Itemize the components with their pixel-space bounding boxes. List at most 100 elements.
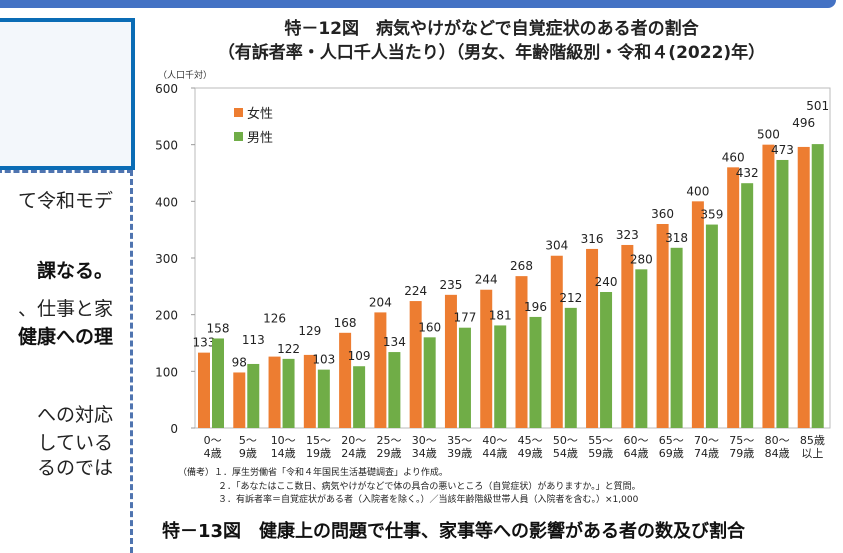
bar-male (600, 292, 613, 428)
bar-female (515, 276, 528, 428)
bar-female (339, 332, 352, 428)
x-tick-label: 79歳 (729, 447, 754, 460)
x-tick-label: 5～ (239, 434, 257, 447)
bar-male (247, 363, 260, 428)
highlight-box (0, 18, 135, 170)
data-label: 240 (595, 275, 618, 289)
y-tick-label: 300 (155, 252, 178, 266)
x-tick-label: 64歳 (623, 447, 648, 460)
bar-male (458, 327, 471, 428)
data-label: 181 (489, 308, 512, 322)
x-tick-label: 24歳 (341, 447, 366, 460)
y-axis-unit: （人口千対） (158, 69, 212, 81)
data-label: 113 (242, 333, 265, 347)
legend-label: 男性 (247, 131, 273, 146)
dashed-text-box (0, 170, 133, 553)
data-label: 318 (665, 231, 688, 245)
data-label: 400 (686, 184, 709, 198)
bar-female (586, 248, 599, 428)
x-tick-label: 49歳 (518, 447, 543, 460)
bar-male (494, 325, 507, 428)
x-tick-label: 60～ (623, 434, 648, 447)
data-label: 224 (404, 284, 427, 298)
bar-male (741, 183, 754, 428)
bar-female (656, 224, 669, 428)
bar-male (423, 337, 436, 428)
data-label: 134 (383, 335, 406, 349)
header-bar (0, 0, 836, 8)
data-label: 103 (312, 353, 335, 367)
figure12-title-line1: 特－12図 病気やけがなどで自覚症状のある者の割合 (284, 19, 699, 39)
bar-male (212, 338, 224, 428)
bar-male (317, 369, 330, 428)
x-tick-label: 9歳 (239, 447, 257, 460)
data-label: 98 (232, 355, 247, 369)
data-label: 460 (722, 150, 745, 164)
body-text-line: るのでは (36, 457, 113, 479)
y-tick-label: 400 (155, 195, 178, 209)
bar-female (727, 167, 740, 429)
bar-female (198, 352, 210, 428)
x-tick-label: 15～ (306, 434, 331, 447)
x-tick-label: 45～ (518, 434, 543, 447)
legend-label: 女性 (247, 106, 273, 122)
x-tick-label: 75～ (729, 434, 754, 447)
y-tick-label: 200 (155, 309, 178, 323)
bar-male (635, 269, 648, 428)
x-tick-label: 50～ (553, 434, 578, 447)
bar-male (282, 358, 295, 428)
data-label: 500 (757, 128, 780, 142)
x-tick-label: 84歳 (765, 447, 790, 460)
data-label: 122 (277, 342, 300, 356)
data-label: 280 (630, 252, 653, 266)
data-label: 496 (792, 116, 815, 130)
x-tick-label: 29歳 (377, 447, 402, 460)
body-text-line: 健康への理 (17, 326, 113, 348)
x-tick-label: 85歳 (800, 434, 825, 447)
note-2: ２．「あなたはここ数日、病気やけがなどで体の具合の悪いところ（自覚症状）がありま… (218, 482, 641, 492)
data-label: 196 (524, 300, 547, 314)
data-label: 360 (651, 207, 674, 221)
legend-swatch-male (234, 132, 243, 141)
bar-female (444, 294, 457, 428)
x-tick-label: 59歳 (588, 447, 613, 460)
data-label: 316 (581, 232, 604, 246)
x-tick-label: 55～ (588, 434, 613, 447)
x-tick-label: 10～ (271, 434, 296, 447)
data-label: 244 (475, 273, 498, 287)
note-1: （備考）１．厚生労働省「令和４年国民生活基礎調査」より作成。 (178, 468, 448, 478)
bar-female (621, 244, 634, 428)
bar-female (550, 255, 563, 428)
x-tick-label: 35～ (447, 434, 472, 447)
x-tick-label: 以上 (801, 447, 823, 460)
bar-male (811, 144, 824, 428)
y-tick-label: 100 (155, 365, 178, 379)
data-label: 473 (771, 143, 794, 157)
data-label: 212 (559, 291, 582, 305)
figure13-title: 特－13図 健康上の問題で仕事、家事等への影響がある者の数及び割合 (162, 521, 746, 542)
data-label: 501 (806, 99, 829, 113)
body-text-line: 課なる。 (36, 260, 113, 282)
y-tick-label: 500 (155, 139, 178, 153)
body-text-line: している (37, 432, 113, 454)
data-label: 158 (207, 321, 230, 335)
bar-male (705, 224, 718, 428)
x-tick-label: 0～ (204, 434, 222, 447)
body-text-line: て令和モデ (17, 190, 113, 212)
bar-female (303, 354, 316, 428)
x-tick-label: 69歳 (659, 447, 684, 460)
bar-female (268, 356, 281, 428)
data-label: 133 (193, 336, 216, 350)
data-label: 268 (510, 259, 533, 273)
bar-female (797, 146, 810, 428)
x-tick-label: 74歳 (694, 447, 719, 460)
x-tick-label: 80～ (765, 434, 790, 447)
data-label: 129 (298, 324, 321, 338)
data-label: 168 (334, 316, 357, 330)
data-label: 109 (348, 349, 371, 363)
x-tick-label: 34歳 (412, 447, 437, 460)
data-label: 359 (700, 208, 723, 222)
figure12-title-line2: （有訴者率・人口千人当たり）（男女、年齢階級別・令和４(2022)年） (217, 43, 766, 63)
x-tick-label: 30～ (412, 434, 437, 447)
